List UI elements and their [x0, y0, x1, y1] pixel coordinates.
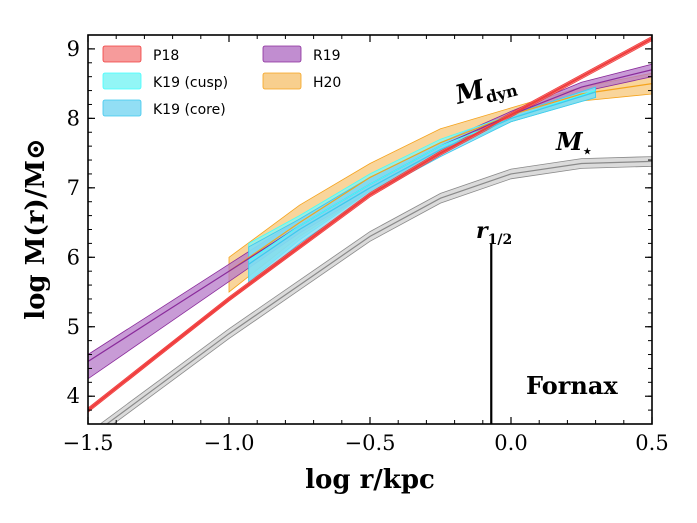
y-tick-label: 7 — [67, 176, 80, 200]
mstar-annotation: M⋆ — [555, 127, 592, 160]
legend-swatch — [262, 45, 302, 63]
mdyn-annotation: Mdyn — [451, 67, 519, 114]
y-tick-label: 4 — [67, 384, 80, 408]
legend-swatch — [102, 45, 142, 63]
line-h20 — [228, 83, 652, 272]
line-m — [105, 160, 652, 424]
x-axis-label: log r/kpc — [305, 465, 435, 495]
band-h20 — [228, 72, 652, 293]
legend-label: K19 (core) — [153, 102, 226, 118]
x-tick-label: 0.5 — [635, 431, 668, 455]
y-axis-label: log M(r)/M⊙ — [21, 138, 51, 320]
legend: P18 K19 (cusp) K19 (core) R19 H20 — [102, 45, 341, 118]
galaxy-name-label: Fornax — [526, 371, 618, 400]
band-m — [99, 156, 652, 424]
series-lines — [88, 37, 652, 424]
y-tick-label: 6 — [67, 245, 80, 269]
y-tick-label: 8 — [67, 106, 80, 130]
half-light-radius-label: r1/2 — [476, 218, 512, 248]
legend-label: P18 — [153, 48, 179, 64]
legend-label: K19 (cusp) — [153, 75, 228, 91]
legend-label: H20 — [313, 75, 341, 91]
x-tick-label: −1.0 — [204, 431, 255, 455]
x-tick-label: 0.0 — [494, 431, 527, 455]
band-k19-core — [248, 86, 596, 286]
legend-swatch — [262, 72, 302, 90]
legend-swatch — [102, 99, 142, 117]
legend-swatch — [102, 72, 142, 90]
line-k19-core — [248, 91, 596, 265]
x-tick-label: −1.5 — [63, 431, 114, 455]
y-tick-label: 9 — [67, 37, 80, 61]
series-bands — [88, 35, 652, 424]
y-axis-ticks: 4 5 6 7 8 9 — [67, 34, 652, 425]
y-tick-label: 5 — [67, 315, 80, 339]
line-p18 — [88, 37, 652, 411]
legend-label: R19 — [313, 48, 341, 64]
x-axis-ticks: −1.5 −1.0 −0.5 0.0 0.5 — [63, 35, 669, 455]
band-p18 — [88, 35, 652, 413]
band-k19-cusp — [248, 86, 596, 283]
x-tick-label: −0.5 — [345, 431, 396, 455]
